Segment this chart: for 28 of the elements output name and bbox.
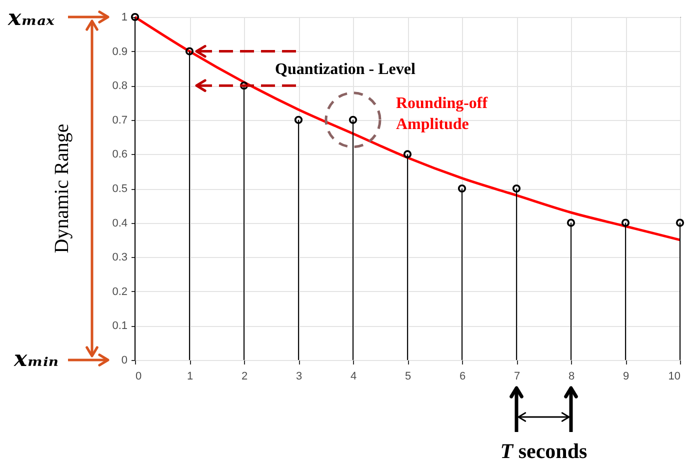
- y-tick-label: 0.4: [112, 217, 128, 230]
- x-tick-label: 1: [186, 370, 194, 382]
- x-tick-label: 9: [622, 370, 630, 382]
- x-tick-label: 3: [296, 370, 302, 382]
- x-tick-label: 8: [568, 370, 575, 382]
- y-tick-label: 0.5: [112, 183, 128, 195]
- y-tick-label: 0: [121, 354, 128, 366]
- annotation: Quantization - Level: [275, 61, 416, 78]
- x-tick-label: 0: [136, 370, 142, 382]
- text: T seconds: [500, 439, 588, 463]
- y-tick-label: 0.6: [112, 148, 128, 161]
- y-tick-label: 0.2: [112, 286, 128, 298]
- y-tick-label: 0.8: [112, 80, 128, 92]
- x-tick-label: 2: [241, 370, 248, 382]
- x-tick-label: 5: [404, 370, 412, 382]
- x-tick-label: 7: [514, 370, 520, 382]
- text: xₘᵢₙ: [13, 346, 58, 372]
- y-tick-label: 0.3: [112, 252, 128, 264]
- x-tick-label: 6: [459, 370, 466, 382]
- x-tick-label: 10: [668, 370, 680, 382]
- text: xₘₐₓ: [7, 5, 56, 31]
- y-tick-label: 1: [121, 12, 128, 24]
- y-tick-label: 0.1: [112, 320, 128, 332]
- annotation: Rounding-off Amplitude: [396, 94, 488, 133]
- y-tick-label: 0.9: [112, 46, 128, 58]
- y-tick-label: 0.7: [112, 114, 128, 126]
- text: Dynamic Range: [51, 124, 73, 254]
- x-tick-label: 4: [350, 370, 357, 382]
